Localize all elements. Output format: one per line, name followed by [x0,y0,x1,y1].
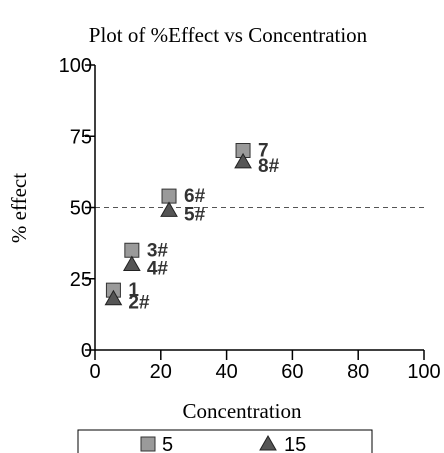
y-axis-title: % effect [7,173,31,243]
legend-marker-triangle [259,434,277,451]
data-point-triangle [234,152,252,169]
data-point-triangle [122,255,141,271]
plot-area: 0 20 40 60 80 100 0 25 50 75 100 1 3# 6# 7 2# 4# 5# 8# [59,55,441,383]
chart-title: Plot of %Effect vs Concentration [89,23,368,47]
y-tick-label: 100 [59,55,92,77]
data-point-square [161,188,177,204]
y-tick-label: 25 [70,269,92,291]
data-point-label: 6# [184,186,206,207]
data-point-label: 1 [128,280,139,301]
data-point-label: 5# [184,204,206,225]
y-tick-label: 50 [70,198,92,220]
x-axis-title: Concentration [183,399,302,423]
x-tick-label: 80 [347,361,369,383]
data-point-triangle [104,289,123,306]
legend-marker-square [140,436,156,452]
x-tick-label: 20 [150,361,172,383]
y-tick-label: 0 [81,340,92,362]
data-point-label: 2# [128,293,150,314]
x-tick-label: 40 [215,361,237,383]
x-tick-label: 0 [89,361,100,383]
x-tick-label: 100 [407,361,440,383]
data-point-label: 8# [258,156,280,177]
data-point-triangle [160,201,178,217]
legend: 5 15 [77,429,373,453]
x-tick-label: 60 [281,361,303,383]
data-point-label: 4# [147,259,169,280]
data-point-label: 3# [147,240,169,261]
legend-box [77,429,373,453]
y-tick-label: 75 [70,126,92,148]
legend-label: 15 [284,434,306,453]
data-point-label: 7 [258,141,269,162]
data-point-square [124,242,140,258]
legend-label: 5 [162,434,173,453]
